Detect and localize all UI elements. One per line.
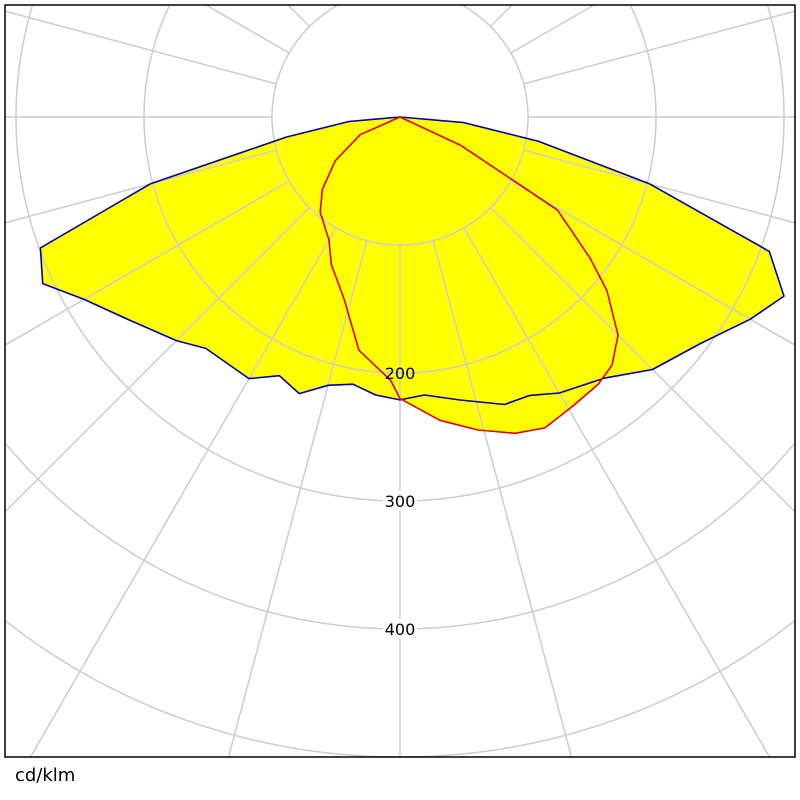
radial-tick-label: 200	[385, 364, 416, 383]
radial-gridline	[4, 206, 311, 513]
unit-label: cd/klm	[15, 765, 76, 786]
radial-gridline	[227, 240, 368, 758]
radial-gridline	[4, 10, 277, 85]
radial-gridline	[523, 10, 796, 85]
series-line-1	[319, 116, 619, 435]
radial-gridline	[29, 227, 337, 758]
circle-gridline	[15, 6, 785, 502]
radial-tick-label: 300	[385, 492, 416, 511]
radial-gridline	[4, 149, 277, 224]
circle-gridline	[5, 620, 795, 758]
radial-gridline	[205, 4, 290, 54]
tick-label-bg	[383, 619, 417, 639]
circle-gridline	[143, 5, 657, 374]
radial-gridline	[489, 4, 513, 28]
tick-label-bg	[383, 491, 417, 511]
circle-gridline	[5, 443, 795, 630]
radial-gridline	[463, 227, 771, 758]
plot-frame	[4, 4, 796, 758]
radial-gridline	[432, 240, 573, 758]
radial-gridline	[287, 4, 311, 28]
radial-gridline	[510, 4, 595, 54]
radial-gridline	[489, 206, 796, 513]
circle-gridline	[271, 4, 529, 246]
radial-gridline	[510, 180, 796, 346]
series-line-0	[39, 116, 785, 406]
radial-gridline	[4, 180, 290, 346]
series-fill-1	[320, 117, 619, 434]
radial-tick-label: 400	[385, 620, 416, 639]
radial-gridline	[523, 149, 796, 224]
